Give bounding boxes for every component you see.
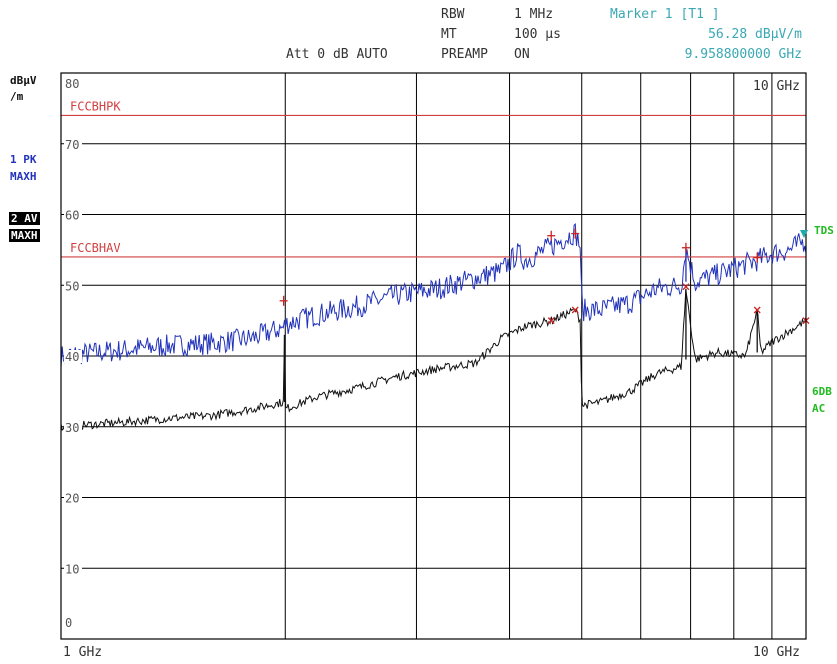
- y-tick-label-bg: [64, 562, 82, 576]
- y-tick-label: 10: [65, 562, 79, 576]
- marker-level: 56.28 dBµV/m: [708, 27, 802, 42]
- x-top-label: 10 GHz: [753, 79, 800, 94]
- mt-label: MT: [441, 27, 457, 42]
- marker-frequency: 9.958800000 GHz: [684, 47, 802, 62]
- trace2-mode: 2 AV: [9, 212, 40, 225]
- y-tick-label-bg: [64, 350, 82, 363]
- limit-lines: FCCBHPK FCCBHAV: [61, 99, 806, 258]
- y-tick-label: 50: [65, 279, 79, 293]
- y-tick-label: 40: [65, 350, 79, 364]
- plot-frame: [60, 72, 807, 640]
- grid: [61, 73, 806, 639]
- ac-label: AC: [812, 402, 826, 415]
- y-tick-label-bg: [64, 420, 82, 434]
- y-tick-label-bg: [64, 77, 82, 90]
- y-tick-label-bg: [64, 616, 74, 629]
- traces: [60, 223, 807, 432]
- 6db-label: 6DB: [812, 385, 832, 398]
- y-tick-label: 60: [65, 209, 79, 223]
- y-tick-label-bg: [64, 208, 82, 222]
- tds-marker-icon: [800, 230, 808, 238]
- tds-label: TDS: [814, 224, 834, 237]
- trace-line: [60, 223, 807, 368]
- x-start-label: 1 GHz: [63, 645, 102, 660]
- avg-marker-b: [547, 317, 555, 325]
- y-tick-label: 20: [65, 492, 79, 506]
- mt-value: 100 µs: [514, 27, 561, 42]
- rbw-value: 1 MHz: [514, 7, 554, 22]
- unit-label-line1: dBµV: [10, 74, 37, 87]
- y-tick-label-bg: [64, 137, 82, 151]
- trace-line: [60, 289, 807, 432]
- att-label: Att 0 dB AUTO: [286, 47, 388, 62]
- y-tick-label: 0: [65, 616, 72, 630]
- y-tick-label-bg: [64, 491, 82, 505]
- trace2-detector: MAXH: [9, 229, 40, 242]
- tick-labels: 0 10 20 30 40 50 60 70 80: [64, 77, 82, 630]
- trace1-detector: MAXH: [10, 170, 37, 183]
- trace1-mode: 1 PK: [10, 153, 37, 166]
- limit-line-label: FCCBHPK: [70, 99, 121, 113]
- y-tick-label: 70: [65, 138, 79, 152]
- y-tick-label-bg: [64, 279, 82, 293]
- preamp-label: PREAMP: [441, 47, 488, 62]
- avg-marker-b: [753, 306, 761, 314]
- x-stop-label: 10 GHz: [753, 645, 800, 660]
- y-tick-label: 30: [65, 421, 79, 435]
- rbw-label: RBW: [441, 7, 465, 22]
- preamp-value: ON: [514, 47, 530, 62]
- avg-marker-b: [571, 306, 579, 314]
- marker-title: Marker 1 [T1 ]: [610, 7, 720, 22]
- limit-line-label: FCCBHAV: [70, 241, 121, 255]
- y-tick-label: 80: [65, 77, 79, 91]
- unit-label-line2: /m: [10, 90, 24, 103]
- avg-marker-b: [682, 283, 690, 291]
